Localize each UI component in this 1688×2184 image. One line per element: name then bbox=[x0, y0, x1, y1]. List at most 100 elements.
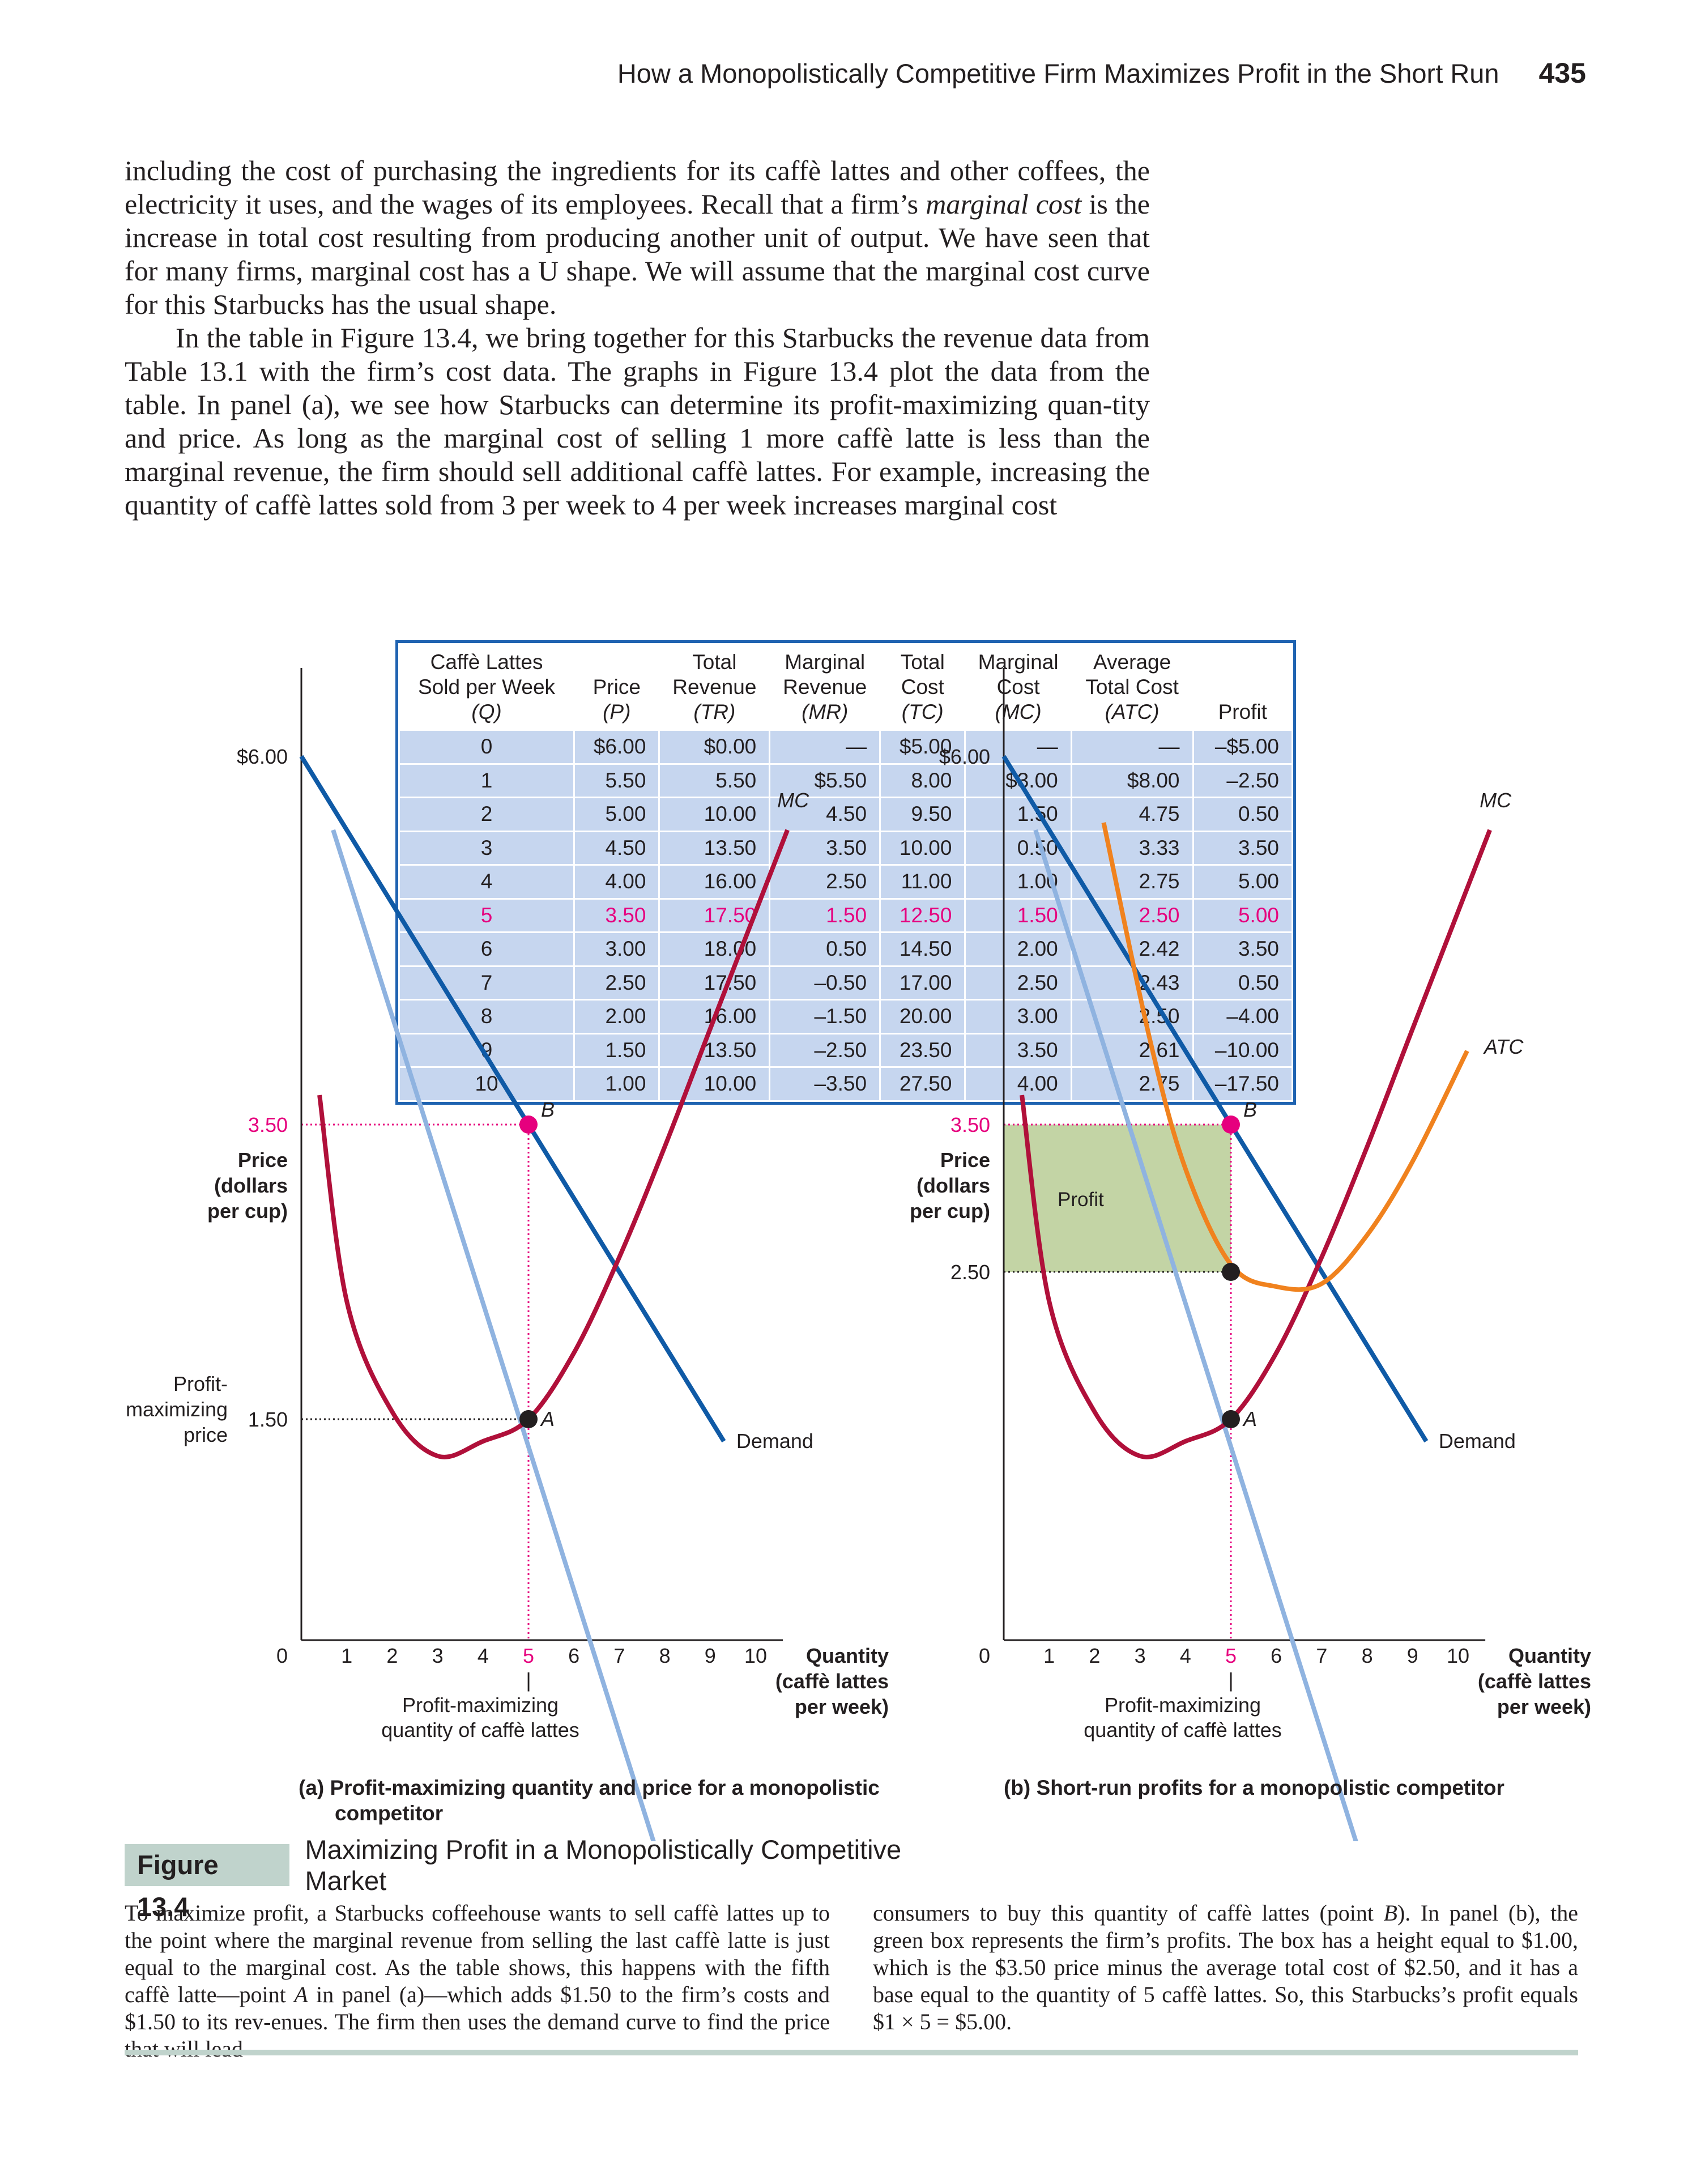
table-cell: 4 bbox=[398, 864, 576, 900]
y-tick-label-price: 3.50 bbox=[248, 1113, 288, 1136]
table-header-line: Revenue bbox=[672, 675, 757, 699]
x-tick-label: 6 bbox=[1271, 1644, 1282, 1667]
x-tick-label: 9 bbox=[705, 1644, 716, 1667]
table-cell: –4.00 bbox=[1192, 999, 1294, 1034]
table-cell: — bbox=[769, 729, 881, 765]
table-cell: 2.00 bbox=[573, 999, 660, 1034]
table-cell: 2.50 bbox=[573, 965, 660, 1001]
running-head-title: How a Monopolistically Competitive Firm … bbox=[617, 58, 1499, 88]
x-tick-label: 2 bbox=[386, 1644, 398, 1667]
table-cell: 8.00 bbox=[879, 763, 966, 798]
table-header-3: Marginal Revenue (MR) bbox=[770, 643, 880, 730]
x-tick-label: 10 bbox=[744, 1644, 767, 1667]
y-tick-label: 1.50 bbox=[248, 1408, 288, 1431]
x-axis-label: (caffè lattes bbox=[775, 1670, 889, 1693]
page-number: 435 bbox=[1538, 57, 1586, 89]
y-tick-label-price: 3.50 bbox=[950, 1113, 990, 1136]
table-cell: 8 bbox=[398, 999, 576, 1034]
table-header-line: Total Cost bbox=[1085, 675, 1179, 699]
x-tick-label: 10 bbox=[1447, 1644, 1469, 1667]
y-tick-label: $6.00 bbox=[939, 745, 990, 768]
table-row: 1 5.50 5.50 $5.50 8.00 $3.00 $8.00 –2.50 bbox=[398, 763, 1294, 798]
profit-box-label: Profit bbox=[1058, 1189, 1104, 1211]
x-tick-label: 6 bbox=[568, 1644, 579, 1667]
panel-title: (a) Profit-maximizing quantity and price… bbox=[299, 1776, 880, 1799]
series-mr-curve bbox=[1033, 829, 1358, 1841]
x-tick-label: 5 bbox=[523, 1644, 534, 1667]
table-header-line: Total bbox=[692, 650, 737, 674]
table-cell: 17.50 bbox=[658, 965, 771, 1001]
table-cell: 16.00 bbox=[658, 864, 771, 900]
table-header-line: (P) bbox=[603, 700, 631, 723]
y-side-label: Profit- bbox=[173, 1372, 228, 1395]
y-axis-label: (dollars bbox=[214, 1174, 288, 1197]
x-tick-label: 5 bbox=[1225, 1644, 1237, 1667]
table-cell: 4.75 bbox=[1070, 797, 1194, 832]
quantity-note: quantity of caffè lattes bbox=[381, 1718, 579, 1742]
x-tick-label: 1 bbox=[1043, 1644, 1055, 1667]
x-tick-label: 1 bbox=[341, 1644, 352, 1667]
table-header-6: Average Total Cost (ATC) bbox=[1071, 643, 1193, 730]
series-mc-curve bbox=[1020, 829, 1492, 1459]
table-cell: 17.50 bbox=[658, 897, 771, 933]
x-axis-label: Quantity bbox=[1508, 1644, 1591, 1667]
table-cell: 5.00 bbox=[573, 797, 660, 832]
table-cell: 4.50 bbox=[769, 797, 881, 832]
table-cell: –2.50 bbox=[769, 1032, 881, 1068]
table-row: 4 4.00 16.00 2.50 11.00 1.00 2.75 5.00 bbox=[398, 864, 1294, 900]
figure-caption-left: To maximize profit, a Starbucks coffeeho… bbox=[125, 1900, 830, 2063]
paragraph-1-part-a: including the cost of purchasing the ing… bbox=[125, 155, 1150, 220]
table-cell: 20.00 bbox=[879, 999, 966, 1034]
caption-right-part-a: consumers to buy this quantity of caffè … bbox=[873, 1900, 1384, 1926]
panel-title-line-2: competitor bbox=[335, 1802, 443, 1825]
table-header-line: Profit bbox=[1218, 700, 1267, 723]
table-cell: 5.50 bbox=[658, 763, 771, 798]
panel-title: (b) Short-run profits for a monopolistic… bbox=[1004, 1776, 1504, 1799]
table-cell: –17.50 bbox=[1192, 1066, 1294, 1102]
table-cell: 4.50 bbox=[573, 830, 660, 866]
table-cell: 10.00 bbox=[658, 1066, 771, 1102]
caption-left-part-a: To maximize profit, a Starbucks coffeeho… bbox=[125, 1900, 830, 2007]
y-tick-label: $6.00 bbox=[237, 745, 288, 768]
table-header-line: (Q) bbox=[471, 700, 502, 723]
series-atc-curve bbox=[1101, 822, 1469, 1292]
table-cell: 3.50 bbox=[964, 1032, 1072, 1068]
point-b bbox=[519, 1116, 538, 1134]
table-cell: 1.50 bbox=[964, 897, 1072, 933]
caption-left-part-b: in panel (a)—which adds $1.50 to the fir… bbox=[125, 1982, 830, 2062]
table-row: 7 2.50 17.50 –0.50 17.00 2.50 2.43 0.50 bbox=[398, 965, 1294, 1001]
table-cell: 5.00 bbox=[1192, 864, 1294, 900]
table-cell: 7 bbox=[398, 965, 576, 1001]
table-header-7: Profit bbox=[1193, 643, 1292, 730]
quantity-note: Profit-maximizing bbox=[1105, 1693, 1261, 1717]
table-cell: 2.50 bbox=[1070, 897, 1194, 933]
y-axis-label: per cup) bbox=[207, 1199, 288, 1223]
point-b bbox=[1222, 1116, 1240, 1134]
series-demand-curve bbox=[1001, 755, 1429, 1443]
table-header-line: Price bbox=[592, 675, 641, 699]
table-header-0: Caffè Lattes Sold per Week (Q) bbox=[399, 643, 574, 730]
y-tick-label: 2.50 bbox=[950, 1261, 990, 1284]
table-cell: $6.00 bbox=[573, 729, 660, 765]
table-cell: 3.33 bbox=[1070, 830, 1194, 866]
table-cell: 4.00 bbox=[964, 1066, 1072, 1102]
quantity-note: Profit-maximizing bbox=[402, 1693, 559, 1717]
figure-label: Figure 13.4 bbox=[125, 1844, 289, 1922]
table-row: 0 $6.00 $0.00— $5.00— — –$5.00 bbox=[398, 729, 1294, 765]
table-cell: 18.00 bbox=[658, 931, 771, 967]
table-header-line: Cost bbox=[901, 675, 944, 699]
table-cell: –2.50 bbox=[1192, 763, 1294, 798]
table-body: 0 $6.00 $0.00— $5.00— — –$5.00 1 5.50 5.50 $5.50 8… bbox=[398, 729, 1294, 1102]
x-tick-label: 3 bbox=[432, 1644, 444, 1667]
point-a bbox=[519, 1410, 538, 1428]
table-header-line: (ATC) bbox=[1105, 700, 1160, 723]
table-cell: –3.50 bbox=[769, 1066, 881, 1102]
y-axis-label: Price bbox=[940, 1148, 990, 1172]
cost-revenue-table: Caffè Lattes Sold per Week (Q) Price (P) Tot… bbox=[395, 640, 1296, 1105]
figure-title: Maximizing Profit in a Monopolistically … bbox=[305, 1834, 902, 1896]
figure-caption-right: consumers to buy this quantity of caffè … bbox=[873, 1900, 1578, 2036]
paragraph-2: In the table in Figure 13.4, we bring to… bbox=[125, 322, 1150, 521]
table-cell: 23.50 bbox=[879, 1032, 966, 1068]
